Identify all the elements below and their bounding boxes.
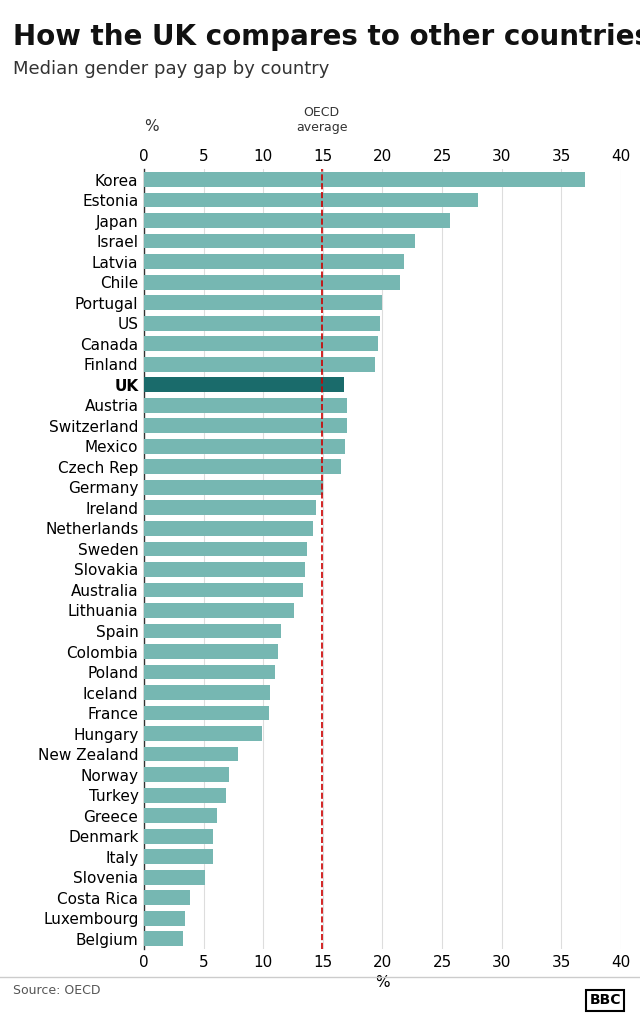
Bar — [144, 542, 307, 556]
Text: BBC: BBC — [589, 993, 621, 1008]
Bar — [144, 624, 281, 638]
Text: %: % — [144, 119, 159, 134]
Bar — [144, 316, 380, 330]
Bar — [144, 357, 375, 371]
Bar — [144, 562, 305, 577]
Bar — [144, 521, 313, 536]
Text: How the UK compares to other countries: How the UK compares to other countries — [13, 23, 640, 50]
Bar — [144, 850, 213, 864]
Bar — [144, 337, 378, 351]
Bar — [144, 665, 275, 679]
Bar — [144, 460, 340, 474]
Bar — [144, 726, 262, 741]
Bar — [144, 808, 217, 823]
Bar — [144, 213, 451, 228]
Bar — [144, 419, 347, 433]
Text: OECD
average: OECD average — [296, 107, 348, 134]
Bar — [144, 398, 347, 412]
Bar — [144, 932, 183, 946]
Bar — [144, 870, 205, 884]
X-axis label: %: % — [375, 975, 390, 990]
Bar — [144, 480, 323, 495]
Bar — [144, 234, 415, 248]
Bar — [144, 172, 585, 187]
Bar — [144, 911, 184, 925]
Bar — [144, 685, 270, 700]
Bar — [144, 747, 238, 761]
Bar — [144, 706, 269, 720]
Bar — [144, 891, 191, 905]
Bar — [144, 603, 294, 618]
Bar — [144, 193, 477, 207]
Bar — [144, 644, 278, 659]
Bar — [144, 788, 227, 802]
Bar — [144, 501, 316, 515]
Text: Median gender pay gap by country: Median gender pay gap by country — [13, 60, 329, 78]
Bar — [144, 583, 303, 597]
Bar — [144, 829, 213, 843]
Bar — [144, 767, 228, 782]
Bar — [144, 254, 404, 269]
Bar — [144, 378, 344, 392]
Bar — [144, 275, 400, 289]
Bar — [144, 295, 383, 310]
Bar — [144, 439, 346, 453]
Text: Source: OECD: Source: OECD — [13, 984, 100, 996]
